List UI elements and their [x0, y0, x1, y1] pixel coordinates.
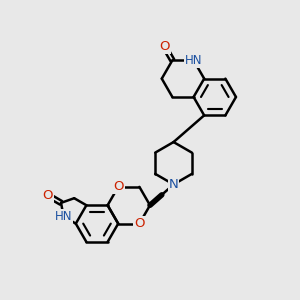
Text: HN: HN	[185, 54, 202, 67]
Text: N: N	[169, 178, 178, 191]
Text: O: O	[113, 180, 124, 194]
Text: HN: HN	[55, 210, 72, 223]
Text: N: N	[169, 178, 178, 191]
Text: O: O	[43, 189, 53, 202]
Text: O: O	[134, 217, 145, 230]
Text: O: O	[159, 40, 169, 53]
